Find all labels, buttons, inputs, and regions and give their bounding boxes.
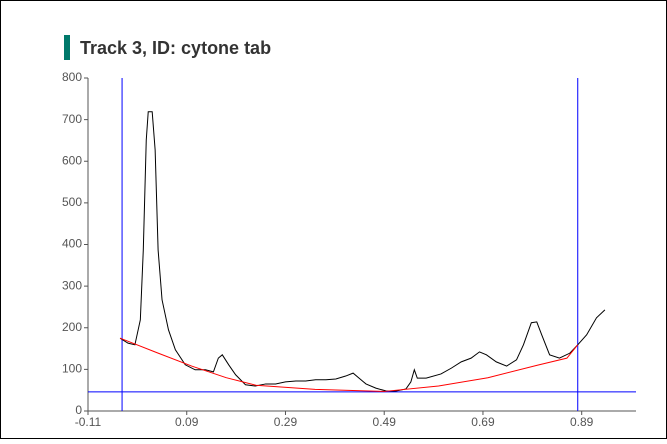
title-bar: [64, 35, 70, 60]
y-tick-label: 500: [62, 195, 82, 209]
x-tick-label: 0.09: [175, 415, 199, 429]
y-tick-label: 800: [62, 70, 82, 84]
x-tick-label: -0.11: [75, 415, 102, 429]
y-tick-label: 600: [62, 153, 82, 167]
trace-line: [119, 111, 606, 392]
x-tick-label: 0.69: [471, 415, 495, 429]
x-tick-label: 0.49: [373, 415, 397, 429]
x-tick-label: 0.29: [274, 415, 298, 429]
y-tick-label: 200: [62, 320, 82, 334]
y-tick-label: 0: [75, 403, 82, 417]
y-tick-label: 700: [62, 112, 82, 126]
y-tick-label: 300: [62, 278, 82, 292]
trace-line: [119, 337, 579, 392]
y-tick-label: 100: [62, 362, 82, 376]
x-tick-label: 0.89: [570, 415, 594, 429]
chart-title: Track 3, ID: cytone tab: [80, 38, 271, 58]
y-tick-label: 400: [62, 237, 82, 251]
